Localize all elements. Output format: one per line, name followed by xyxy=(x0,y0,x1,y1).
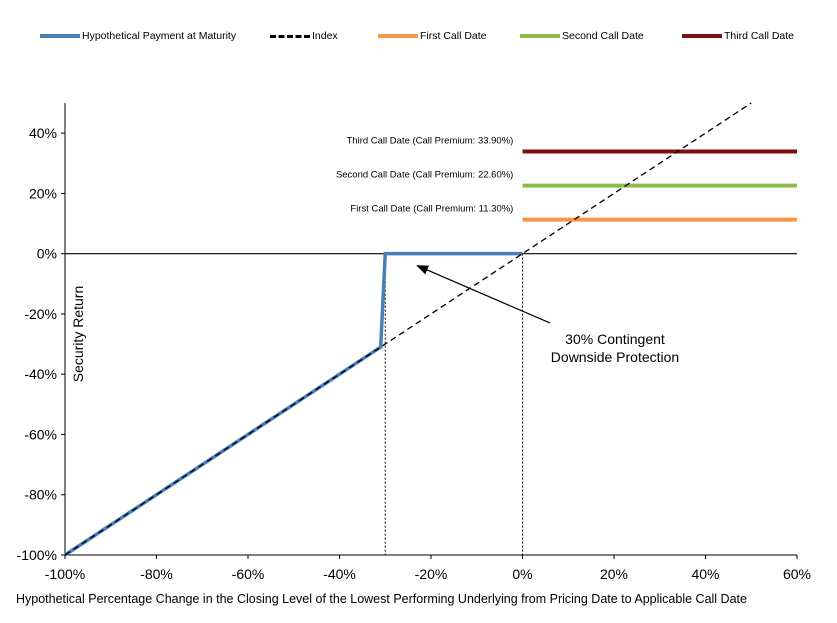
y-tick-label: -20% xyxy=(24,306,57,322)
y-tick-label: 40% xyxy=(29,125,57,141)
call-date-label: Second Call Date (Call Premium: 22.60%) xyxy=(336,170,513,181)
x-tick-label: 20% xyxy=(600,566,628,582)
annotation-line-2: Downside Protection xyxy=(550,349,680,365)
x-tick-label: -20% xyxy=(415,566,448,582)
y-tick-label: 20% xyxy=(29,185,57,201)
y-tick-label: -100% xyxy=(17,547,57,563)
legend-swatch-second-call xyxy=(520,34,560,38)
legend: Hypothetical Payment at Maturity Index F… xyxy=(0,26,837,46)
legend-swatch-first-call xyxy=(378,34,418,38)
x-tick-label: -80% xyxy=(140,566,173,582)
y-tick-label: -60% xyxy=(24,426,57,442)
legend-label-second-call: Second Call Date xyxy=(562,30,644,42)
annotation-arrow xyxy=(416,265,551,324)
legend-label-first-call: First Call Date xyxy=(420,30,487,42)
y-axis-label: Security Return xyxy=(70,285,86,383)
call-date-label: Third Call Date (Call Premium: 33.90%) xyxy=(347,136,514,147)
legend-label-third-call: Third Call Date xyxy=(724,30,795,42)
legend-item-third-call: Third Call Date xyxy=(682,26,794,46)
y-tick-label: -80% xyxy=(24,487,57,503)
annotation-line-1: 30% Contingent xyxy=(565,331,665,347)
legend-item-index: Index xyxy=(270,26,338,46)
x-tick-label: -60% xyxy=(232,566,265,582)
legend-item-payment: Hypothetical Payment at Maturity xyxy=(40,26,236,46)
x-tick-label: 40% xyxy=(691,566,719,582)
y-tick-label: 0% xyxy=(37,246,57,262)
x-tick-label: -100% xyxy=(45,566,85,582)
x-axis-label: Hypothetical Percentage Change in the Cl… xyxy=(16,592,747,606)
x-tick-label: 60% xyxy=(783,566,811,582)
legend-swatch-third-call xyxy=(682,34,722,38)
series-line-payment xyxy=(64,251,523,557)
legend-label-payment: Hypothetical Payment at Maturity xyxy=(82,30,237,42)
y-tick-label: -40% xyxy=(24,366,57,382)
legend-item-first-call: First Call Date xyxy=(378,26,487,46)
legend-swatch-index xyxy=(270,34,310,38)
legend-label-index: Index xyxy=(312,30,338,42)
series-line-index xyxy=(64,102,752,556)
call-date-label: First Call Date (Call Premium: 11.30%) xyxy=(350,204,513,215)
x-tick-label: -40% xyxy=(323,566,356,582)
legend-swatch-payment xyxy=(40,34,80,38)
annotation-text: 30% Contingent Downside Protection xyxy=(540,330,690,366)
x-tick-label: 0% xyxy=(512,566,532,582)
legend-item-second-call: Second Call Date xyxy=(520,26,644,46)
